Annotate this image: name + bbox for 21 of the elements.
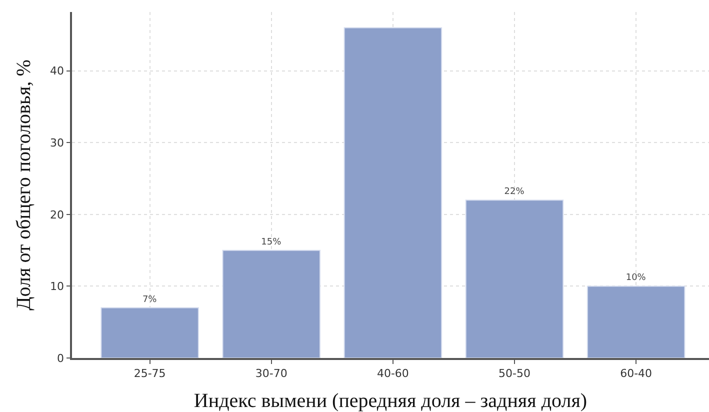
- y-axis-title: Доля от общего поголовья, %: [13, 60, 36, 310]
- y-tick-label: 0: [57, 352, 64, 365]
- bar: [222, 250, 320, 358]
- y-tick-label: 20: [50, 208, 64, 222]
- data-label: 15%: [261, 237, 282, 248]
- bar: [100, 307, 199, 358]
- x-tick-label: 60-40: [620, 366, 652, 380]
- bar: [465, 200, 564, 358]
- y-tick-label: 40: [50, 64, 64, 78]
- data-label: 7%: [142, 294, 158, 305]
- x-tick-label: 25-75: [134, 366, 166, 380]
- bar: [586, 286, 686, 358]
- x-axis-title: Индекс вымени (передняя доля – задняя доля): [194, 390, 588, 412]
- data-label: 10%: [626, 273, 646, 284]
- bar: [344, 27, 442, 358]
- y-tick-label: 10: [50, 280, 64, 294]
- x-tick-label: 50-50: [498, 366, 530, 380]
- x-tick-label: 30-70: [255, 366, 288, 380]
- data-label: 22%: [504, 187, 525, 198]
- y-tick-label: 30: [50, 136, 64, 150]
- x-tick-label: 40-60: [376, 366, 409, 380]
